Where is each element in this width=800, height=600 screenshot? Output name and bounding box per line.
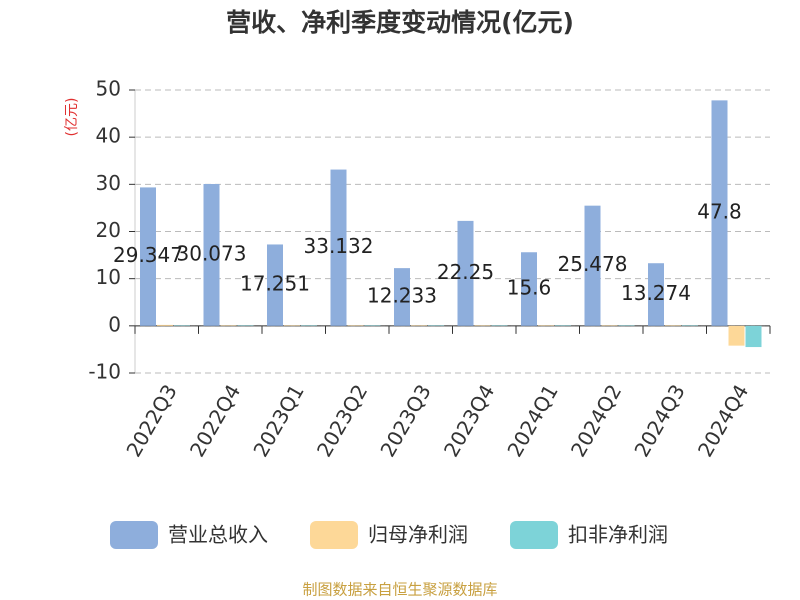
data-label: 47.8 bbox=[697, 200, 742, 224]
data-label: 13.274 bbox=[621, 281, 691, 305]
data-label: 33.132 bbox=[304, 234, 374, 258]
data-label: 29.347 bbox=[113, 243, 183, 267]
legend-label: 扣非净利润 bbox=[568, 523, 668, 547]
y-tick-label: 30 bbox=[96, 171, 121, 195]
legend-label: 营业总收入 bbox=[168, 523, 268, 547]
bar bbox=[330, 169, 347, 326]
legend-swatch bbox=[510, 521, 558, 549]
data-label: 12.233 bbox=[367, 283, 437, 307]
bar bbox=[203, 183, 220, 326]
bar bbox=[140, 187, 156, 326]
x-tick-label: 2024Q4 bbox=[693, 380, 753, 461]
bar bbox=[457, 220, 474, 326]
x-tick-label: 2022Q3 bbox=[121, 380, 181, 461]
bar bbox=[267, 244, 283, 326]
y-tick-label: 40 bbox=[96, 124, 121, 148]
bar bbox=[584, 205, 601, 326]
bar bbox=[394, 268, 410, 326]
legend-label: 归母净利润 bbox=[368, 523, 468, 547]
data-label: 25.478 bbox=[558, 252, 628, 276]
x-tick-label: 2023Q4 bbox=[439, 380, 499, 461]
chart-title: 营收、净利季度变动情况(亿元) bbox=[226, 8, 574, 37]
data-label: 17.251 bbox=[240, 272, 310, 296]
data-label: 30.073 bbox=[177, 241, 247, 265]
bar bbox=[648, 263, 664, 326]
y-axis-label: (亿元) bbox=[64, 98, 80, 137]
y-tick-label: 20 bbox=[96, 218, 121, 242]
source-note: 制图数据来自恒生聚源数据库 bbox=[302, 581, 497, 599]
y-tick-label: 50 bbox=[96, 77, 121, 101]
legend-swatch bbox=[110, 521, 158, 549]
x-tick-label: 2023Q2 bbox=[312, 380, 372, 461]
x-tick-label: 2024Q3 bbox=[629, 380, 689, 461]
x-tick-label: 2023Q3 bbox=[375, 380, 435, 461]
bar bbox=[728, 325, 745, 346]
x-tick-label: 2024Q1 bbox=[502, 380, 562, 461]
x-tick-label: 2024Q2 bbox=[566, 380, 626, 461]
y-tick-label: -10 bbox=[88, 360, 121, 384]
x-tick-label: 2023Q1 bbox=[248, 380, 308, 461]
bar bbox=[745, 325, 762, 348]
x-tick-label: 2022Q4 bbox=[185, 380, 245, 461]
legend-swatch bbox=[310, 521, 358, 549]
bar bbox=[711, 100, 728, 326]
data-label: 15.6 bbox=[507, 276, 552, 300]
data-label: 22.25 bbox=[437, 260, 494, 284]
bar bbox=[521, 252, 537, 326]
y-tick-label: 10 bbox=[96, 265, 121, 289]
bar bbox=[157, 324, 173, 326]
y-tick-label: 0 bbox=[108, 312, 121, 336]
